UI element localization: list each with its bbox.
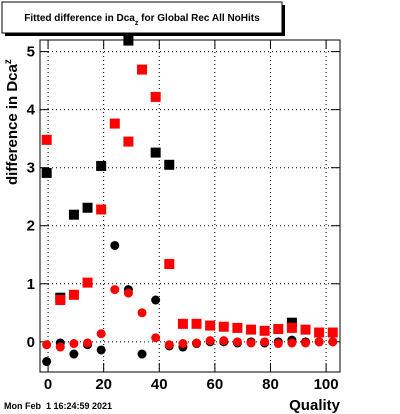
title-box: [1, 1, 283, 34]
square-marker: [246, 324, 257, 335]
circle-marker: [219, 336, 229, 346]
circle-marker: [164, 340, 174, 350]
y-tick-label: 3: [27, 160, 35, 177]
square-marker: [327, 327, 338, 338]
x-tick-label: 80: [262, 376, 279, 393]
square-marker: [191, 318, 202, 329]
square-marker: [286, 317, 297, 328]
square-marker: [123, 136, 134, 147]
circle-marker: [287, 338, 297, 348]
circle-marker: [110, 240, 120, 250]
circle-marker: [42, 340, 52, 350]
square-marker: [82, 277, 93, 288]
y-tick-label: 0: [27, 334, 35, 351]
square-marker: [96, 160, 107, 171]
plot-border: [39, 39, 341, 373]
circle-marker: [55, 342, 65, 352]
square-marker: [41, 134, 52, 145]
y-tick-label: 5: [27, 44, 35, 61]
square-marker: [41, 167, 52, 178]
circle-marker: [42, 357, 52, 367]
square-marker: [164, 259, 175, 270]
circle-marker: [246, 338, 256, 348]
square-marker: [177, 318, 188, 329]
circle-marker: [137, 308, 147, 318]
square-marker: [68, 209, 79, 220]
circle-marker: [69, 339, 79, 349]
square-marker: [55, 295, 66, 306]
y-tick-label: 2: [27, 218, 35, 235]
square-marker: [150, 147, 161, 158]
square-marker: [300, 324, 311, 335]
circle-marker: [301, 338, 311, 348]
square-marker: [109, 118, 120, 129]
square-marker: [218, 321, 229, 332]
x-tick-label: 0: [44, 376, 52, 393]
x-tick-label: 100: [314, 376, 339, 393]
circle-marker: [328, 337, 338, 347]
y-axis-label: difference in Dcaz: [3, 59, 21, 185]
circle-marker: [110, 285, 120, 295]
square-marker: [68, 289, 79, 300]
circle-marker: [96, 329, 106, 339]
square-marker: [273, 324, 284, 335]
circle-marker: [192, 338, 202, 348]
square-marker: [259, 325, 270, 336]
square-marker: [123, 35, 134, 46]
chart-title: Fitted difference in Dcaz for Global Rec…: [24, 13, 260, 27]
timestamp: Mon Feb 1 16:24:59 2021: [4, 401, 112, 411]
circle-marker: [314, 337, 324, 347]
x-tick-label: 20: [95, 376, 112, 393]
circle-marker: [69, 349, 79, 359]
circle-marker: [232, 337, 242, 347]
y-tick-label: 4: [27, 102, 36, 119]
circle-marker: [260, 337, 270, 347]
square-marker: [137, 64, 148, 75]
square-marker: [150, 91, 161, 102]
circle-marker: [123, 288, 133, 298]
x-axis-label: Quality: [289, 397, 341, 414]
square-marker: [164, 159, 175, 170]
square-marker: [82, 202, 93, 213]
circle-marker: [96, 345, 106, 355]
circle-marker: [151, 295, 161, 305]
square-marker: [96, 204, 107, 215]
plot-area: 0 1 2 3 4 5 0 20 40 60 80 100: [27, 35, 341, 393]
x-tick-label: 60: [207, 376, 224, 393]
square-marker: [314, 327, 325, 338]
circle-marker: [178, 339, 188, 349]
x-tick-label: 40: [151, 376, 168, 393]
square-marker: [232, 322, 243, 333]
square-marker: [205, 320, 216, 331]
circle-marker: [83, 338, 93, 348]
circle-marker: [205, 336, 215, 346]
y-tick-label: 1: [27, 276, 35, 293]
circle-marker: [273, 339, 283, 349]
circle-marker: [137, 349, 147, 359]
square-marker: [286, 322, 297, 333]
circle-marker: [151, 333, 161, 343]
